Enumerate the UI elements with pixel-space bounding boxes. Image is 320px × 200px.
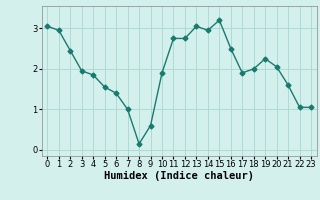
X-axis label: Humidex (Indice chaleur): Humidex (Indice chaleur)	[104, 171, 254, 181]
